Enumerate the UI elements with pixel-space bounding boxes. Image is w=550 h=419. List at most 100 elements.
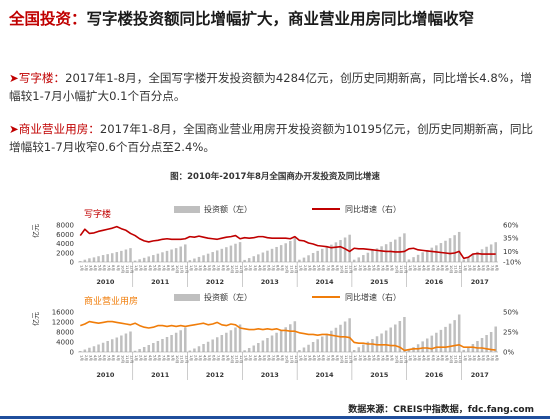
bar: [106, 254, 109, 262]
month-tick-label: 10月: [175, 265, 180, 273]
month-tick-label: 3月: [198, 265, 203, 271]
month-tick-label: 1月: [79, 355, 84, 361]
month-tick-label: 6月: [212, 355, 217, 361]
month-tick-label: 3月: [362, 265, 367, 271]
bar: [161, 252, 164, 262]
month-tick-label: 2月: [193, 265, 198, 271]
bar: [115, 252, 119, 262]
bar: [170, 249, 173, 262]
year-label: 2012: [206, 278, 224, 286]
bar: [407, 349, 411, 353]
month-tick-label: 4月: [148, 265, 153, 271]
commercial-paragraph: ➤商业营业用房：2017年1-8月，全国商业营业用房开发投资额为10195亿元，…: [9, 120, 537, 156]
month-tick-label: 9月: [171, 355, 176, 361]
y-left-tick-label: 4000: [56, 339, 74, 347]
y-right-tick-label: 10%: [503, 248, 519, 256]
bar: [352, 259, 356, 262]
month-tick-label: 9月: [225, 355, 230, 361]
bar: [435, 245, 438, 262]
month-tick-label: 12月: [184, 355, 189, 363]
bar: [261, 340, 265, 352]
y-left-tick-label: 8000: [56, 329, 74, 337]
bar: [243, 350, 246, 352]
bar: [147, 345, 151, 352]
month-tick-label: 6月: [321, 265, 326, 271]
bar: [325, 246, 329, 262]
month-tick-label: 6月: [376, 265, 381, 271]
bar: [311, 342, 315, 352]
month-tick-label: 11月: [399, 355, 404, 363]
month-tick-label: 9月: [116, 265, 121, 271]
month-tick-label: 11月: [125, 265, 130, 273]
bar: [448, 238, 452, 262]
bar: [197, 256, 201, 262]
month-tick-label: 9月: [116, 355, 121, 361]
month-tick-label: 1月: [134, 355, 139, 361]
month-tick-label: 8月: [330, 355, 335, 361]
bar: [247, 258, 251, 262]
month-tick-label: 3月: [308, 265, 313, 271]
month-tick-label: 5月: [98, 355, 103, 361]
bar: [170, 335, 173, 352]
month-tick-label: 4月: [422, 265, 427, 271]
bar: [330, 244, 333, 262]
bar: [467, 347, 470, 352]
growth-line: [80, 320, 496, 352]
month-tick-label: 5月: [426, 265, 431, 271]
month-tick-label: 4月: [93, 265, 98, 271]
bar: [489, 332, 493, 352]
bar: [384, 330, 388, 352]
month-tick-label: 5月: [152, 355, 157, 361]
bar: [448, 323, 452, 353]
bar: [476, 341, 479, 352]
bar: [489, 244, 493, 262]
month-tick-label: 6月: [486, 355, 491, 361]
bar: [238, 242, 242, 262]
month-tick-label: 2月: [139, 355, 144, 361]
bar: [444, 240, 447, 262]
bar: [311, 252, 315, 262]
bar: [325, 333, 329, 352]
bar: [110, 253, 114, 262]
headline-prefix: 全国投资：: [9, 10, 87, 28]
month-tick-label: 7月: [435, 355, 440, 361]
month-tick-label: 1月: [244, 265, 249, 271]
month-tick-label: 4月: [476, 265, 481, 271]
y-left-tick-label: 8000: [56, 222, 74, 230]
panel-label: 写字楼: [84, 208, 111, 220]
bar: [343, 237, 347, 262]
y-left-tick-label: 12000: [52, 319, 74, 327]
month-tick-label: 4月: [422, 355, 427, 361]
bar: [215, 250, 219, 262]
bar: [320, 248, 324, 262]
month-tick-label: 5月: [207, 265, 212, 271]
month-tick-label: 8月: [385, 355, 390, 361]
month-tick-label: 8月: [166, 265, 171, 271]
month-tick-label: 1月: [408, 355, 413, 361]
month-tick-label: 6月: [266, 265, 271, 271]
bar: [316, 250, 319, 262]
month-tick-label: 9月: [445, 355, 450, 361]
month-tick-label: 6月: [321, 355, 326, 361]
bar: [416, 254, 420, 262]
month-tick-label: 11月: [344, 265, 349, 273]
month-tick-label: 12月: [349, 265, 354, 273]
month-tick-label: 11月: [289, 265, 294, 273]
month-tick-label: 10月: [120, 265, 125, 273]
y-right-tick-label: 35%: [503, 235, 519, 243]
month-tick-label: 3月: [143, 355, 148, 361]
month-tick-label: 4月: [93, 355, 98, 361]
month-tick-label: 5月: [207, 355, 212, 361]
month-tick-label: 1月: [408, 265, 413, 271]
bar: [371, 339, 374, 352]
y-left-tick-label: 16000: [52, 309, 74, 317]
month-tick-label: 7月: [216, 355, 221, 361]
month-tick-label: 7月: [381, 265, 386, 271]
month-tick-label: 2月: [467, 265, 472, 271]
bar: [270, 248, 274, 262]
office-paragraph: ➤写字楼：2017年1-8月，全国写字楼开发投资额为4284亿元，创历史同期新高…: [9, 69, 537, 105]
bar: [225, 332, 228, 352]
bar: [316, 339, 319, 352]
bar: [302, 347, 306, 352]
month-tick-label: 7月: [381, 355, 386, 361]
